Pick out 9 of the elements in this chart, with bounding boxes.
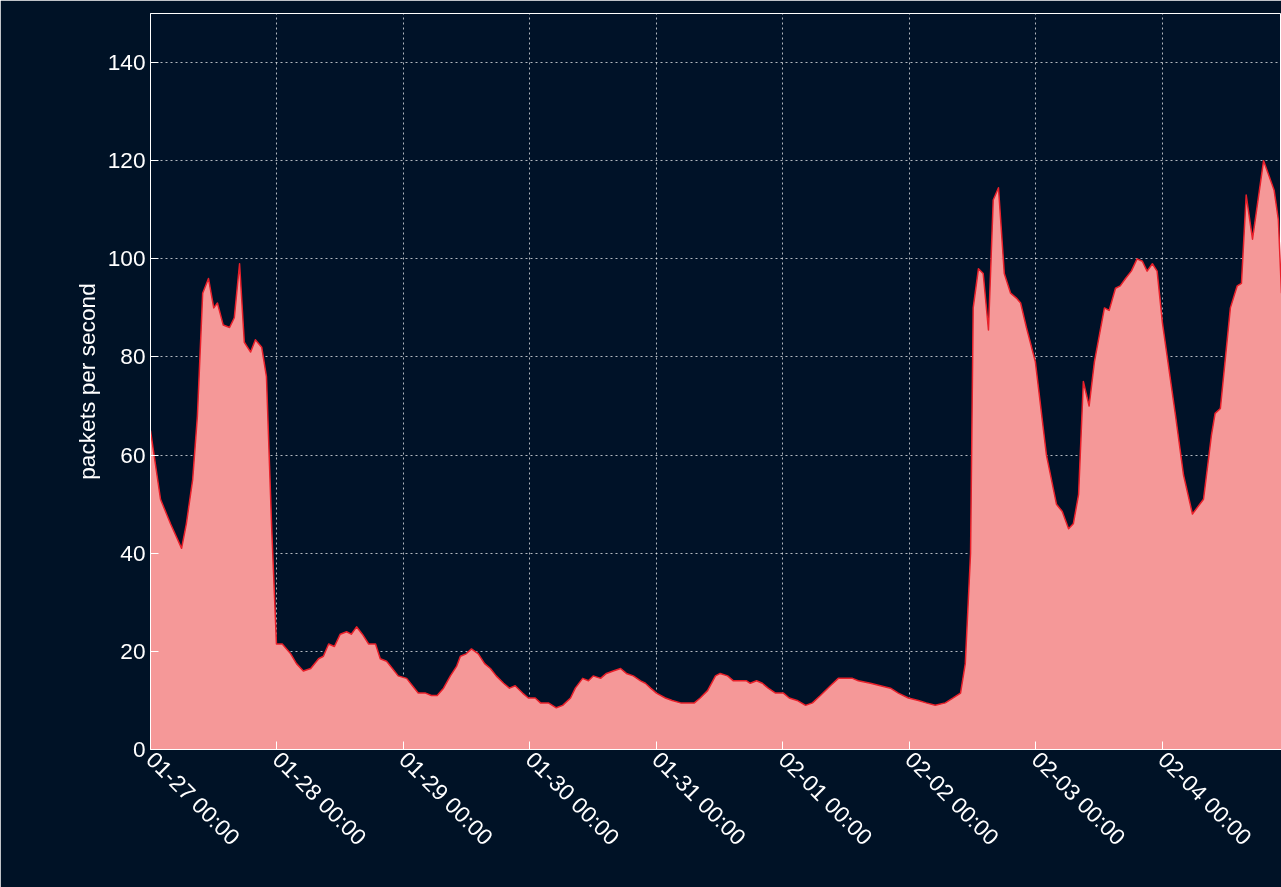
y-tick-label: 120 [107,147,146,174]
y-tick-label: 40 [120,539,146,566]
y-tick-label: 20 [120,637,146,664]
y-tick-label: 0 [132,736,146,762]
y-axis-title: packets per second [73,283,100,480]
y-tick-label: 60 [120,441,146,468]
y-tick-label: 100 [107,245,146,272]
y-tick-label: 140 [107,49,146,76]
y-tick-label: 80 [120,343,146,370]
